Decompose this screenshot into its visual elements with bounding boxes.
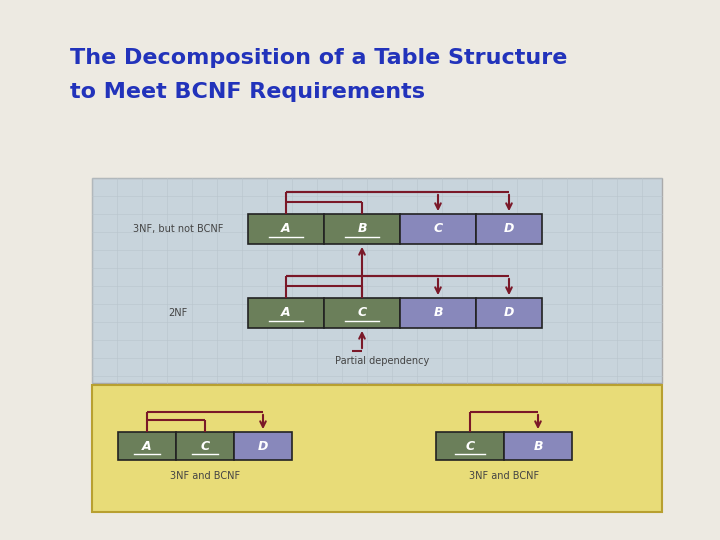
Bar bbox=[324, 298, 400, 328]
Text: 3NF, but not BCNF: 3NF, but not BCNF bbox=[132, 224, 223, 234]
Text: C: C bbox=[465, 440, 474, 453]
Bar bbox=[92, 385, 662, 512]
Bar bbox=[248, 298, 324, 328]
Bar bbox=[436, 432, 504, 460]
Bar bbox=[400, 214, 476, 244]
Text: D: D bbox=[258, 440, 268, 453]
Bar bbox=[176, 432, 234, 460]
Bar bbox=[476, 214, 542, 244]
Bar bbox=[504, 432, 572, 460]
Bar bbox=[476, 298, 542, 328]
Text: The Decomposition of a Table Structure: The Decomposition of a Table Structure bbox=[70, 48, 567, 68]
Text: C: C bbox=[357, 307, 366, 320]
Bar bbox=[234, 432, 292, 460]
Text: A: A bbox=[142, 440, 152, 453]
Text: B: B bbox=[433, 307, 443, 320]
Text: B: B bbox=[534, 440, 543, 453]
Text: B: B bbox=[357, 222, 366, 235]
Text: D: D bbox=[504, 307, 514, 320]
Text: 2NF: 2NF bbox=[168, 308, 188, 318]
Bar bbox=[248, 214, 324, 244]
Bar bbox=[118, 432, 176, 460]
Text: D: D bbox=[504, 222, 514, 235]
Text: 3NF and BCNF: 3NF and BCNF bbox=[469, 471, 539, 481]
Bar bbox=[92, 178, 662, 383]
Bar bbox=[400, 298, 476, 328]
Text: C: C bbox=[433, 222, 443, 235]
Text: to Meet BCNF Requirements: to Meet BCNF Requirements bbox=[70, 82, 425, 102]
Text: C: C bbox=[200, 440, 210, 453]
Bar bbox=[324, 214, 400, 244]
Text: 3NF and BCNF: 3NF and BCNF bbox=[170, 471, 240, 481]
Text: Partial dependency: Partial dependency bbox=[335, 356, 429, 366]
Text: A: A bbox=[282, 307, 291, 320]
Text: A: A bbox=[282, 222, 291, 235]
